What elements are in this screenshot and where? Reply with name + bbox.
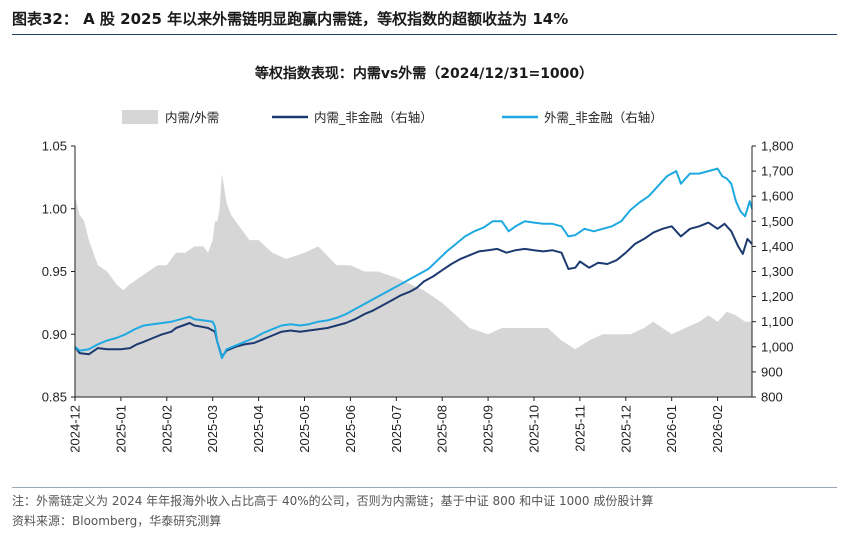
plot-area: 0.85 0.90 0.95 1.00 1.05 800 900 1,000 1,100 1,20…: [42, 139, 794, 453]
right-tick-label: 1,800: [761, 139, 794, 154]
x-tick-label: 2026-02: [710, 405, 725, 453]
right-tick-label: 1,000: [761, 339, 794, 354]
figure-title: 图表32： A 股 2025 年以来外需链明显跑赢内需链，等权指数的超额收益为 …: [12, 10, 569, 28]
x-tick-label: 2025-02: [159, 405, 174, 453]
title-divider: [12, 34, 837, 35]
right-tick-label: 1,600: [761, 189, 794, 204]
x-tick-label: 2025-06: [343, 405, 358, 453]
series-area-domestic-foreign-ratio: [75, 173, 752, 397]
right-tick-label: 800: [761, 390, 783, 405]
x-tick-label: 2025-09: [481, 405, 496, 453]
x-tick-label: 2025-08: [435, 405, 450, 453]
legend-label-domestic: 内需_非金融（右轴）: [314, 110, 433, 125]
source-note: 资料来源：Bloomberg，华泰研究测算: [12, 514, 222, 528]
x-tick-label: 2026-01: [664, 405, 679, 453]
x-tick-label: 2025-03: [205, 405, 220, 453]
x-tick-label: 2025-01: [113, 405, 128, 453]
left-tick-label: 0.90: [42, 327, 67, 342]
legend-label-foreign: 外需_非金融（右轴）: [544, 110, 663, 125]
x-tick-label: 2025-10: [526, 405, 541, 453]
chart: 等权指数表现：内需vs外需（2024/12/31=1000） 内需/外需 内需_…: [42, 65, 794, 453]
footnote: 注：外需链定义为 2024 年年报海外收入占比高于 40%的公司，否则为内需链；…: [12, 494, 654, 508]
left-tick-label: 0.95: [42, 264, 67, 279]
left-tick-label: 1.00: [42, 201, 67, 216]
x-tick-label: 2025-05: [297, 405, 312, 453]
x-tick-label: 2025-11: [572, 405, 587, 452]
chart-title: 等权指数表现：内需vs外需（2024/12/31=1000）: [255, 65, 593, 82]
right-tick-label: 1,700: [761, 164, 794, 179]
right-tick-label: 900: [761, 364, 783, 379]
legend: 内需/外需 内需_非金融（右轴） 外需_非金融（右轴）: [122, 110, 663, 125]
right-tick-label: 1,400: [761, 239, 794, 254]
x-tick-label: 2025-07: [389, 405, 404, 453]
x-tick-label: 2025-12: [618, 405, 633, 453]
x-tick-label: 2024-12: [68, 405, 83, 453]
right-tick-label: 1,100: [761, 314, 794, 329]
left-tick-label: 1.05: [42, 139, 67, 154]
legend-label-area: 内需/外需: [165, 110, 219, 125]
left-tick-label: 0.85: [42, 390, 67, 405]
right-tick-label: 1,500: [761, 214, 794, 229]
x-tick-label: 2025-04: [251, 405, 266, 453]
right-tick-label: 1,300: [761, 264, 794, 279]
series-line-domestic-nonfinancial: [74, 221, 753, 358]
right-tick-label: 1,200: [761, 289, 794, 304]
footer-divider: [12, 487, 837, 488]
legend-swatch-area: [122, 110, 158, 124]
series-line-foreign-nonfinancial: [74, 167, 753, 360]
